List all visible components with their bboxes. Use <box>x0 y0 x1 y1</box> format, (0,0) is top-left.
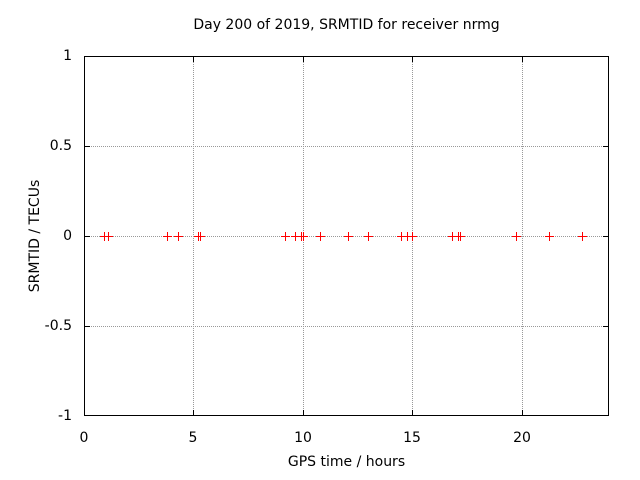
marker-vline <box>295 232 296 241</box>
x-tick-label: 10 <box>294 430 312 446</box>
data-point-marker <box>281 232 290 241</box>
data-point-marker <box>163 232 172 241</box>
marker-vline <box>407 232 408 241</box>
data-point-marker <box>578 232 587 241</box>
data-point-marker <box>104 232 113 241</box>
chart-title: Day 200 of 2019, SRMTID for receiver nrm… <box>193 17 500 33</box>
x-tick-bottom <box>193 410 194 415</box>
data-point-marker <box>299 232 308 241</box>
x-tick-top <box>412 57 413 62</box>
x-tick-top <box>193 57 194 62</box>
y-tick-label: 1 <box>63 48 72 64</box>
y-gridline <box>85 146 608 147</box>
y-tick-label: 0 <box>63 228 72 244</box>
data-point-marker <box>364 232 373 241</box>
x-tick-bottom <box>412 410 413 415</box>
data-point-marker <box>448 232 457 241</box>
marker-vline <box>549 232 550 241</box>
x-tick-label: 5 <box>188 430 198 446</box>
y-tick-right <box>603 326 608 327</box>
y-tick-right <box>603 146 608 147</box>
y-tick-left <box>85 146 90 147</box>
marker-vline <box>200 232 201 241</box>
data-point-marker <box>512 232 521 241</box>
marker-vline <box>401 232 402 241</box>
y-tick-left <box>85 236 90 237</box>
data-point-marker <box>397 232 406 241</box>
marker-vline <box>582 232 583 241</box>
x-tick-top <box>522 57 523 62</box>
plot-area <box>84 56 609 416</box>
marker-vline <box>412 232 413 241</box>
x-tick-label: 20 <box>513 430 531 446</box>
marker-vline <box>108 232 109 241</box>
data-point-marker <box>403 232 412 241</box>
y-tick-label: -1 <box>58 408 72 424</box>
x-tick-label: 0 <box>79 430 89 446</box>
marker-vline <box>167 232 168 241</box>
data-point-marker <box>196 232 205 241</box>
y-tick-right <box>603 236 608 237</box>
x-tick-bottom <box>522 410 523 415</box>
marker-vline <box>320 232 321 241</box>
marker-vline <box>348 232 349 241</box>
y-tick-label: 0.5 <box>49 138 72 154</box>
x-axis-label: GPS time / hours <box>287 454 406 470</box>
marker-vline <box>460 232 461 241</box>
data-point-marker <box>545 232 554 241</box>
x-tick-top <box>303 57 304 62</box>
marker-vline <box>178 232 179 241</box>
data-point-marker <box>344 232 353 241</box>
marker-vline <box>516 232 517 241</box>
marker-vline <box>452 232 453 241</box>
y-gridline <box>85 326 608 327</box>
data-point-marker <box>456 232 465 241</box>
y-tick-label: -0.5 <box>44 318 72 334</box>
x-tick-label: 15 <box>403 430 421 446</box>
marker-vline <box>285 232 286 241</box>
y-tick-left <box>85 326 90 327</box>
data-point-marker <box>316 232 325 241</box>
marker-vline <box>303 232 304 241</box>
data-point-marker <box>408 232 417 241</box>
data-point-marker <box>174 232 183 241</box>
marker-vline <box>368 232 369 241</box>
data-point-marker <box>291 232 300 241</box>
x-tick-bottom <box>303 410 304 415</box>
